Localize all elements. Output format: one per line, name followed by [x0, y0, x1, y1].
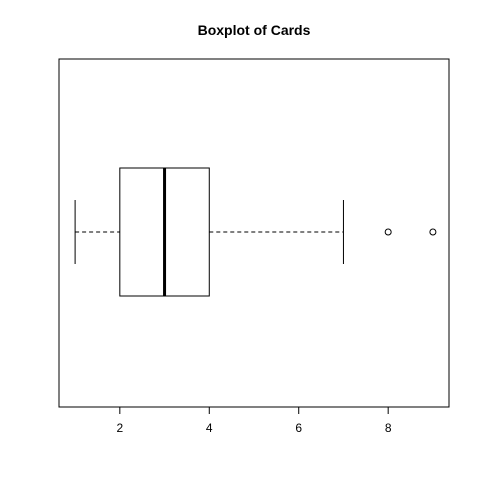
x-axis-ticks: 2 4 6 8 — [116, 407, 392, 435]
x-tick-label: 4 — [206, 421, 213, 435]
x-tick-label: 2 — [116, 421, 123, 435]
x-tick-label: 6 — [295, 421, 302, 435]
outlier-point — [429, 228, 437, 236]
chart-title: Boxplot of Cards — [198, 22, 311, 38]
outlier-point — [384, 228, 392, 236]
x-tick-label: 8 — [385, 421, 392, 435]
box-layer — [74, 167, 437, 297]
